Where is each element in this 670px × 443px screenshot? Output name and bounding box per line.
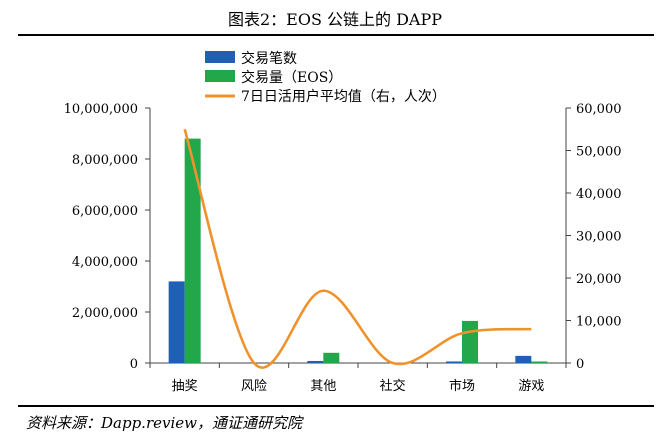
line-series-path: [183, 128, 532, 369]
x-tick-label: 风险: [241, 379, 267, 394]
bar: [531, 361, 548, 363]
x-tick-label: 其他: [310, 379, 336, 394]
chart-line: [183, 128, 532, 369]
bar: [168, 281, 185, 363]
x-tick-label: 抽奖: [172, 379, 198, 394]
right-tick-label: 50,000: [576, 145, 622, 160]
x-tick-label: 游戏: [518, 379, 544, 394]
right-tick-label: 0: [576, 357, 584, 372]
right-tick-label: 40,000: [576, 187, 622, 202]
legend-label: 7日日活用户平均值（右，人次）: [241, 88, 446, 105]
left-tick-label: 8,000,000: [72, 153, 138, 168]
chart-axes: 0 2,000,000 4,000,000 6,000,000 8,000,000 10,…: [64, 102, 622, 394]
right-tick-label: 60,000: [576, 102, 622, 117]
source-note: 资料来源：Dapp.review，通证通研究院: [26, 414, 302, 432]
x-tick-label: 市场: [449, 378, 475, 394]
bar: [184, 138, 201, 363]
right-tick-label: 30,000: [576, 230, 622, 245]
left-tick-label: 0: [130, 357, 138, 372]
legend-label: 交易量（EOS）: [241, 69, 342, 86]
bar: [446, 361, 462, 363]
top-rule: [18, 34, 654, 36]
left-tick-label: 4,000,000: [72, 255, 138, 270]
legend-label: 交易笔数: [241, 50, 297, 67]
bar: [462, 320, 478, 363]
bar: [515, 355, 532, 363]
right-tick-label: 10,000: [576, 315, 622, 330]
left-tick-label: 10,000,000: [64, 102, 138, 117]
legend-swatch: [205, 51, 235, 63]
bar: [323, 352, 340, 363]
x-tick-label: 社交: [380, 378, 406, 394]
bar: [307, 360, 324, 363]
left-tick-label: 6,000,000: [72, 204, 138, 219]
legend-swatch: [205, 70, 235, 82]
right-tick-label: 20,000: [576, 272, 622, 287]
chart-title: 图表2：EOS 公链上的 DAPP: [227, 10, 443, 29]
left-tick-label: 2,000,000: [72, 306, 138, 321]
bottom-rule: [18, 405, 654, 407]
